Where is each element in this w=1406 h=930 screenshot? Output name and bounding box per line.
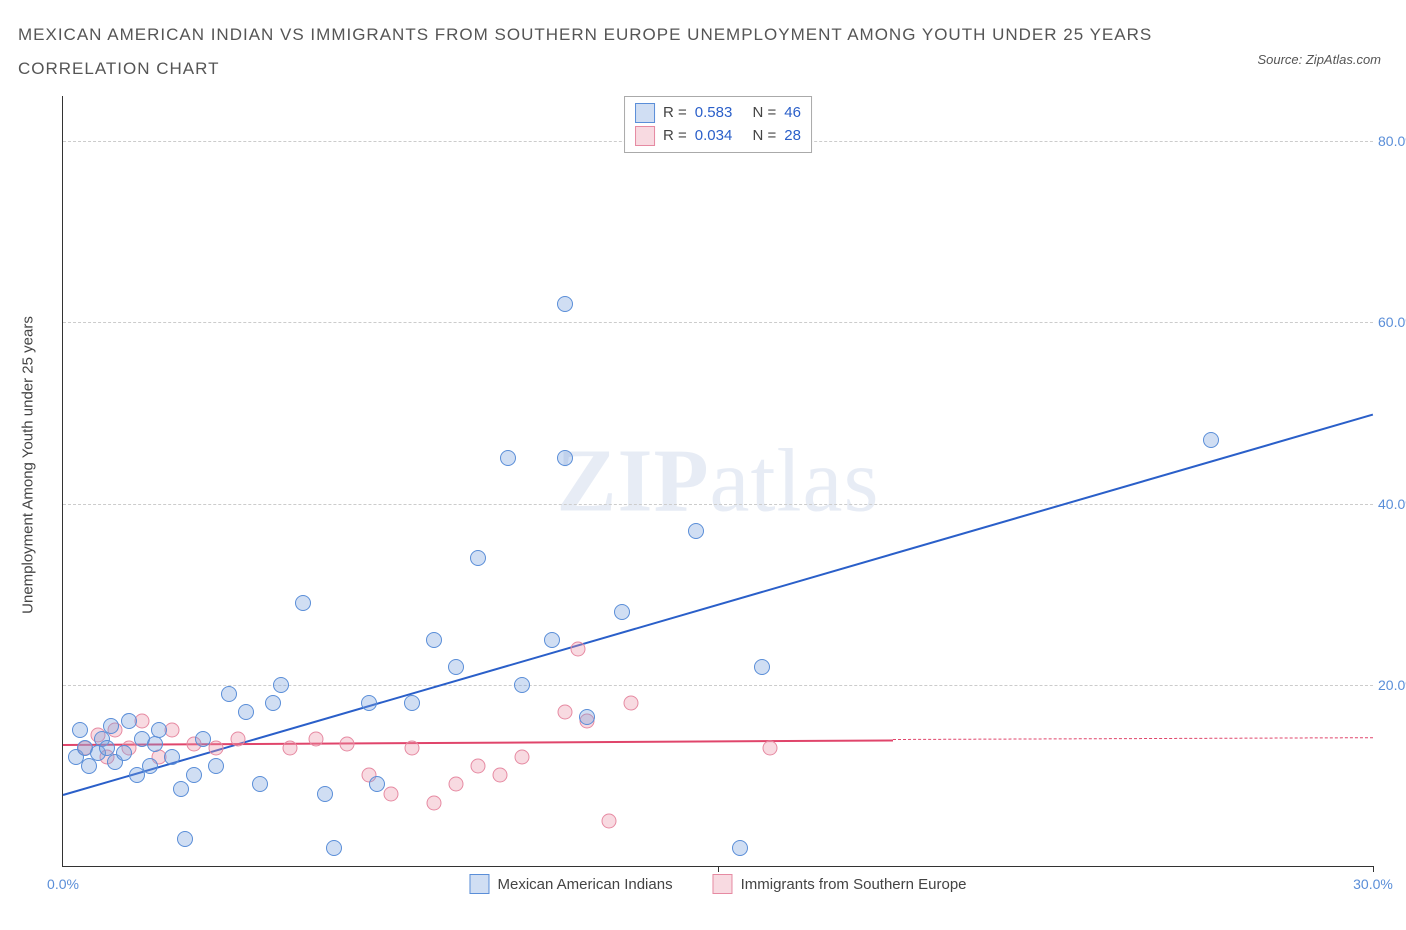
trendline-extrapolated (893, 737, 1373, 740)
scatter-point (470, 759, 485, 774)
scatter-point (339, 736, 354, 751)
gridline (63, 504, 1373, 505)
legend-item-blue: Mexican American Indians (469, 874, 672, 894)
n-label: N = (753, 102, 777, 125)
source-attribution: Source: ZipAtlas.com (1257, 52, 1381, 67)
scatter-point (614, 604, 630, 620)
scatter-point (426, 632, 442, 648)
scatter-point (427, 795, 442, 810)
scatter-point (195, 731, 211, 747)
scatter-point (732, 840, 748, 856)
swatch-pink-2 (713, 874, 733, 894)
title-line-1: MEXICAN AMERICAN INDIAN VS IMMIGRANTS FR… (18, 18, 1388, 52)
r-label: R = (663, 102, 687, 125)
swatch-blue (635, 103, 655, 123)
scatter-point (601, 813, 616, 828)
r-value-blue: 0.583 (695, 102, 733, 125)
series-name-pink: Immigrants from Southern Europe (741, 876, 967, 893)
scatter-point (405, 741, 420, 756)
title-line-2: CORRELATION CHART (18, 52, 1388, 86)
swatch-blue-2 (469, 874, 489, 894)
y-tick-label: 40.0% (1378, 496, 1406, 512)
n-value-pink: 28 (784, 125, 801, 148)
scatter-point (295, 595, 311, 611)
scatter-point (121, 713, 137, 729)
scatter-point (208, 758, 224, 774)
gridline (63, 322, 1373, 323)
scatter-point (147, 736, 163, 752)
scatter-point (252, 776, 268, 792)
scatter-point (470, 550, 486, 566)
x-tick-mark (1373, 866, 1374, 872)
plot-area: ZIPatlas R = 0.583 N = 46 R = 0.034 N = … (62, 96, 1373, 867)
scatter-point (404, 695, 420, 711)
gridline (63, 685, 1373, 686)
scatter-point (151, 722, 167, 738)
scatter-point (309, 732, 324, 747)
scatter-point (164, 749, 180, 765)
scatter-point (273, 677, 289, 693)
legend-bottom: Mexican American Indians Immigrants from… (469, 874, 966, 894)
scatter-point (579, 709, 595, 725)
y-tick-label: 80.0% (1378, 133, 1406, 149)
r-label-2: R = (663, 125, 687, 148)
legend-item-pink: Immigrants from Southern Europe (713, 874, 967, 894)
scatter-point (208, 741, 223, 756)
scatter-point (317, 786, 333, 802)
scatter-point (448, 659, 464, 675)
scatter-point (326, 840, 342, 856)
scatter-point (361, 695, 377, 711)
scatter-point (265, 695, 281, 711)
legend-stats-box: R = 0.583 N = 46 R = 0.034 N = 28 (624, 96, 812, 153)
scatter-point (514, 750, 529, 765)
scatter-point (221, 686, 237, 702)
scatter-point (116, 745, 132, 761)
n-value-blue: 46 (784, 102, 801, 125)
x-tick-label: 30.0% (1353, 876, 1393, 892)
scatter-point (238, 704, 254, 720)
scatter-point (500, 450, 516, 466)
legend-stat-row-blue: R = 0.583 N = 46 (635, 102, 801, 125)
legend-stat-row-pink: R = 0.034 N = 28 (635, 125, 801, 148)
scatter-point (369, 776, 385, 792)
watermark-zip: ZIP (557, 432, 710, 531)
scatter-point (557, 450, 573, 466)
scatter-point (1203, 432, 1219, 448)
scatter-point (492, 768, 507, 783)
scatter-point (230, 732, 245, 747)
scatter-point (754, 659, 770, 675)
scatter-point (688, 523, 704, 539)
n-label-2: N = (753, 125, 777, 148)
scatter-point (383, 786, 398, 801)
scatter-point (449, 777, 464, 792)
scatter-point (173, 781, 189, 797)
scatter-point (557, 296, 573, 312)
x-tick-mark (718, 866, 719, 872)
scatter-point (186, 767, 202, 783)
scatter-point (177, 831, 193, 847)
scatter-point (103, 718, 119, 734)
scatter-point (763, 741, 778, 756)
chart-container: MEXICAN AMERICAN INDIAN VS IMMIGRANTS FR… (0, 0, 1406, 930)
watermark-atlas: atlas (710, 432, 880, 531)
swatch-pink (635, 126, 655, 146)
r-value-pink: 0.034 (695, 125, 733, 148)
scatter-point (514, 677, 530, 693)
scatter-point (623, 695, 638, 710)
scatter-point (142, 758, 158, 774)
title-block: MEXICAN AMERICAN INDIAN VS IMMIGRANTS FR… (18, 18, 1388, 86)
scatter-point (283, 741, 298, 756)
scatter-point (544, 632, 560, 648)
y-axis-label: Unemployment Among Youth under 25 years (20, 316, 37, 614)
watermark: ZIPatlas (557, 430, 880, 533)
scatter-point (72, 722, 88, 738)
scatter-point (558, 705, 573, 720)
y-tick-label: 60.0% (1378, 314, 1406, 330)
scatter-point (571, 641, 586, 656)
y-tick-label: 20.0% (1378, 677, 1406, 693)
x-tick-label: 0.0% (47, 876, 79, 892)
series-name-blue: Mexican American Indians (497, 876, 672, 893)
scatter-point (81, 758, 97, 774)
